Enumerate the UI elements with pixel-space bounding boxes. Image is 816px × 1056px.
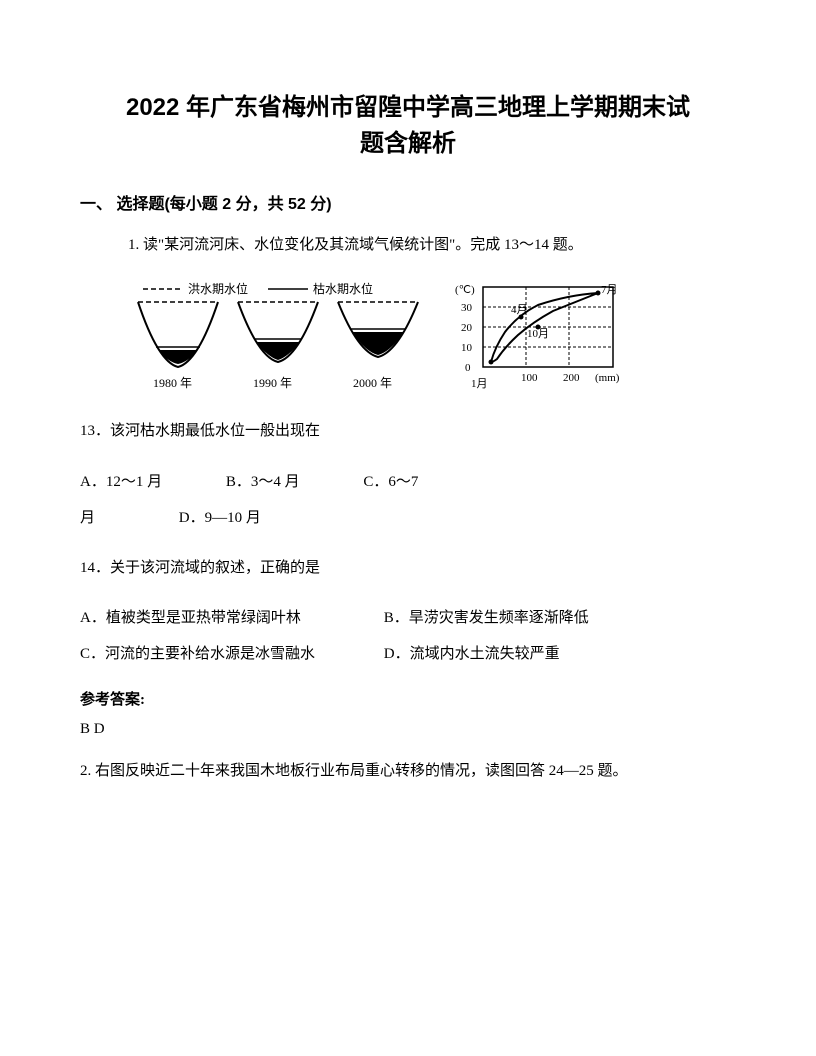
q13-option-d: D．9—10 月 [179,510,261,526]
q13-option-c2: 月 [80,510,95,526]
y-unit: (℃) [455,284,475,296]
ytick-10: 10 [461,342,473,354]
ytick-30: 30 [461,302,473,314]
year-1990: 1990 年 [253,376,292,390]
q14-option-b: B．旱涝灾害发生频率逐渐降低 [384,610,589,626]
q13-options: A．12～1 月 B．3～4 月 C．6～7 月 D．9—10 月 [80,464,736,536]
year-2000: 2000 年 [353,376,392,390]
page-title: 2022 年广东省梅州市留隍中学高三地理上学期期末试 题含解析 [80,90,736,162]
q1-intro: 1. 读"某河流河床、水位变化及其流域气候统计图"。完成 13～14 题。 [128,232,736,259]
river-cross-section-diagram: 洪水期水位 枯水期水位 1980 年 1990 年 2000 年 [128,277,428,397]
ytick-20: 20 [461,322,473,334]
legend-dry: 枯水期水位 [313,281,373,296]
month-jan: 1月 [471,378,488,390]
q14-option-c: C．河流的主要补给水源是冰雪融水 [80,636,380,672]
climate-chart: 0 10 20 30 (℃) 100 200 (mm) 1月 4月 7月 10月 [448,277,648,397]
q14-option-d: D．流域内水土流失较严重 [384,646,560,662]
month-apr: 4月 [511,304,528,316]
month-oct: 10月 [527,328,549,340]
answer-label: 参考答案: [80,688,736,709]
year-1980: 1980 年 [153,376,192,390]
q14-options: A．植被类型是亚热带常绿阔叶林 B．旱涝灾害发生频率逐渐降低 C．河流的主要补给… [80,600,736,672]
q14-option-a: A．植被类型是亚热带常绿阔叶林 [80,600,380,636]
month-jul: 7月 [601,284,618,296]
title-line1: 2022 年广东省梅州市留隍中学高三地理上学期期末试 [126,94,690,121]
answer-text: B D [80,721,736,738]
q2-text: 2. 右图反映近二十年来我国木地板行业布局重心转移的情况，读图回答 24—25 … [80,758,736,785]
title-line2: 题含解析 [360,130,456,157]
q13-option-a: A．12～1 月 [80,464,162,500]
xtick-200: 200 [563,372,580,384]
xtick-100: 100 [521,372,538,384]
q13-option-c: C．6～7 [363,474,418,490]
q14-text: 14．关于该河流域的叙述，正确的是 [80,554,736,583]
ytick-0: 0 [465,362,471,374]
q13-option-b: B．3～4 月 [226,464,300,500]
section-header: 一、 选择题(每小题 2 分，共 52 分) [80,190,736,214]
legend-flood: 洪水期水位 [188,281,248,296]
figure-container: 洪水期水位 枯水期水位 1980 年 1990 年 2000 年 [128,277,736,397]
q13-text: 13．该河枯水期最低水位一般出现在 [80,417,736,446]
x-unit: (mm) [595,372,620,384]
